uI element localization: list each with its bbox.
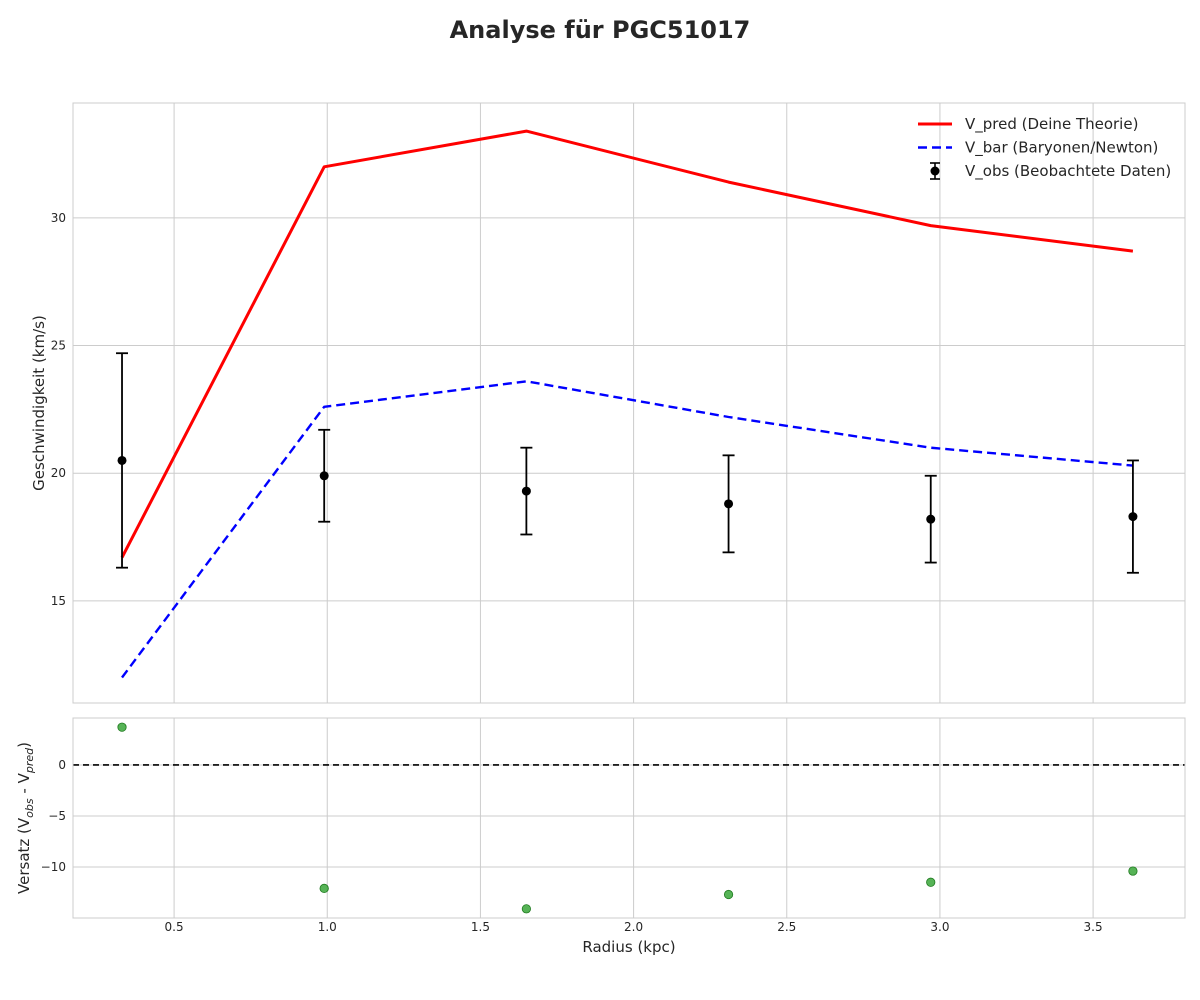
legend-label: V_obs (Beobachtete Daten) [965, 162, 1171, 181]
main-y-ticks: 15 20 25 30 [51, 211, 66, 608]
residual-y-axis-label: Versatz (Vobs - Vpred) [15, 742, 36, 894]
x-tick-label: 1.5 [471, 920, 490, 934]
legend-obs-marker [930, 166, 940, 176]
residual-y-tick-label: −5 [48, 809, 66, 823]
residual-point [117, 722, 127, 732]
obs-point [117, 455, 127, 465]
obs-point [1128, 512, 1138, 522]
x-tick-label: 3.0 [930, 920, 949, 934]
main-y-tick-label: 30 [51, 211, 66, 225]
main-y-tick-label: 25 [51, 339, 66, 353]
residual-point [1128, 866, 1138, 876]
x-axis-label: Radius (kpc) [582, 938, 675, 956]
x-tick-label: 0.5 [165, 920, 184, 934]
obs-point [724, 499, 734, 509]
vpred-line [120, 129, 1134, 559]
obs-point [521, 486, 531, 496]
main-series [116, 129, 1139, 679]
x-tick-label: 2.5 [777, 920, 796, 934]
x-tick-label: 1.0 [318, 920, 337, 934]
vbar-line [121, 380, 1134, 679]
main-grid [73, 103, 1185, 703]
main-y-axis-label: Geschwindigkeit (km/s) [30, 315, 48, 491]
legend-label: V_bar (Baryonen/Newton) [965, 139, 1158, 158]
residual-x-ticks: 0.5 1.0 1.5 2.0 2.5 3.0 3.5 [165, 920, 1103, 934]
residual-series [73, 722, 1185, 914]
residual-point [926, 877, 936, 887]
main-panel: 15 20 25 30 Geschwindigkeit (km/s) V_pred (… [30, 102, 1186, 704]
x-tick-label: 2.0 [624, 920, 643, 934]
main-y-tick-label: 15 [51, 594, 66, 608]
main-plot-area [73, 103, 1185, 703]
legend: V_pred (Deine Theorie) V_bar (Baryonen/Ne… [918, 115, 1171, 181]
residual-point [521, 904, 531, 914]
residual-panel: −10 −5 0 0.5 1.0 1.5 2.0 2.5 3.0 3.5 Versatz (Vo… [15, 717, 1186, 956]
figure-title: Analyse für PGC51017 [450, 16, 751, 44]
residual-y-ticks: −10 −5 0 [41, 758, 66, 874]
obs-point [926, 514, 936, 524]
obs-point [319, 471, 329, 481]
residual-y-tick-label: −10 [41, 860, 66, 874]
main-y-tick-label: 20 [51, 466, 66, 480]
legend-label: V_pred (Deine Theorie) [965, 115, 1138, 134]
residual-plot-area [73, 718, 1185, 918]
residual-point [319, 883, 329, 894]
residual-plot-frame [72, 717, 1186, 919]
main-plot-frame [72, 102, 1186, 704]
x-tick-label: 3.5 [1084, 920, 1103, 934]
residual-point [723, 889, 734, 900]
residual-y-tick-label: 0 [58, 758, 66, 772]
